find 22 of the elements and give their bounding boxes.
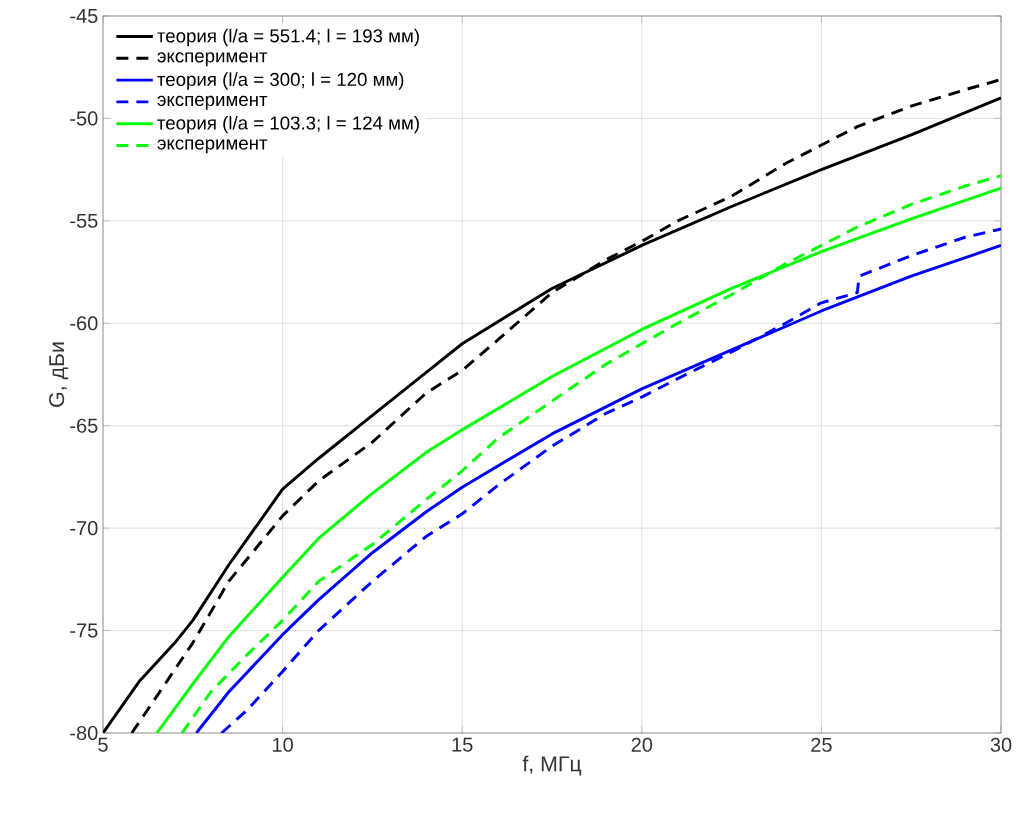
x-tick-label: 25 — [811, 737, 832, 752]
x-axis-title: f, МГц — [522, 755, 582, 776]
x-tick-label: 15 — [452, 737, 473, 752]
legend-label: теория (l/a = 551.4; l = 193 мм) — [157, 28, 419, 47]
y-tick-label: -50 — [70, 111, 98, 126]
y-tick-label: -60 — [70, 316, 98, 331]
x-tick-label: 10 — [273, 737, 293, 752]
y-axis-title: G, дБи — [49, 342, 69, 407]
legend-label: эксперимент — [157, 52, 268, 67]
y-tick-label: -65 — [70, 418, 98, 433]
legend-label: теория (l/a = 103.3; l = 124 мм) — [157, 115, 419, 134]
y-tick-label: -55 — [70, 213, 98, 228]
y-tick-label: -80 — [70, 725, 98, 741]
y-tick-label: -45 — [70, 9, 98, 23]
y-tick-label: -75 — [70, 623, 98, 638]
legend-label: эксперимент — [157, 95, 268, 110]
x-tick-label: 30 — [990, 737, 1012, 752]
x-tick-label: 5 — [98, 737, 108, 752]
y-tick-label: -70 — [70, 521, 98, 536]
legend-label: теория (l/a = 300; l = 120 мм) — [157, 72, 404, 90]
legend-label: эксперимент — [157, 139, 268, 154]
x-tick-label: 20 — [631, 737, 653, 752]
